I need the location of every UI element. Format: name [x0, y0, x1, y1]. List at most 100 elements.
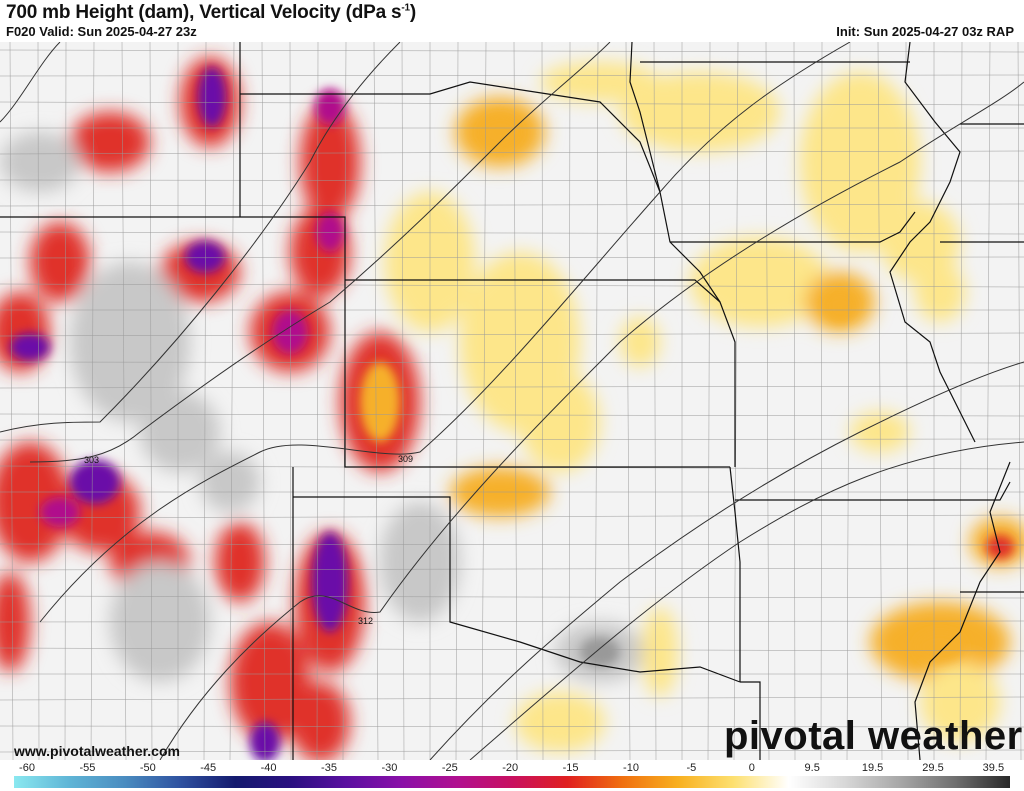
state-border	[735, 481, 1011, 501]
velocity-blob	[800, 72, 920, 252]
county-line	[289, 42, 292, 760]
velocity-blob	[30, 222, 90, 302]
velocity-field	[0, 57, 1024, 760]
velocity-blob	[690, 237, 830, 327]
velocity-blob	[215, 522, 265, 602]
colorbar-label: 9.5	[804, 762, 820, 774]
height-contour	[39, 42, 851, 623]
county-line	[793, 42, 796, 760]
county-line	[0, 725, 1024, 728]
county-line	[64, 42, 67, 760]
colorbar	[14, 776, 1010, 788]
county-line	[0, 514, 1024, 519]
colorbar-label: 19.5	[861, 762, 884, 774]
county-line	[0, 595, 1024, 599]
velocity-core	[825, 292, 855, 322]
contour-label-312: 312	[358, 616, 373, 626]
county-line	[820, 42, 823, 760]
county-line	[261, 42, 266, 760]
colorbar-label: -10	[623, 762, 639, 774]
state-border	[240, 81, 721, 303]
county-line	[0, 150, 1024, 155]
colorbar-labels: -60 -55 -50 -45 -40 -35 -30 -25 -20 -15 -10 -5 0 9.5 1…	[0, 762, 1024, 776]
velocity-core	[580, 637, 620, 667]
height-contour	[429, 361, 1024, 760]
county-line	[455, 42, 459, 760]
county-line	[316, 42, 319, 760]
velocity-field-cores	[10, 67, 1014, 760]
colorbar-label: -60	[19, 762, 35, 774]
state-border	[0, 216, 730, 468]
title-close: )	[409, 2, 417, 23]
county-line	[0, 231, 1024, 235]
velocity-core	[986, 535, 1014, 559]
velocity-blob	[642, 607, 678, 697]
county-line	[0, 74, 1024, 77]
county-line	[985, 42, 991, 760]
county-line	[0, 385, 1024, 389]
county-line	[481, 42, 487, 760]
contour-label-303: 303	[84, 455, 99, 465]
velocity-core	[198, 67, 226, 127]
init-time: Init: Sun 2025-04-27 03z RAP	[836, 24, 1014, 39]
velocity-core	[185, 241, 225, 273]
county-line	[707, 42, 711, 760]
state-border	[889, 42, 976, 443]
county-line	[594, 42, 599, 760]
state-border	[740, 681, 761, 760]
county-line	[149, 42, 153, 760]
state-border	[729, 466, 741, 682]
velocity-blob	[620, 317, 660, 367]
county-line	[0, 49, 1024, 53]
colorbar-label: -30	[381, 762, 398, 774]
colorbar-label: 0	[748, 762, 755, 774]
county-line	[0, 696, 1024, 701]
county-line	[0, 543, 1024, 546]
height-contour	[469, 441, 1024, 760]
velocity-core	[480, 116, 520, 148]
watermark-url: www.pivotalweather.com	[14, 743, 180, 759]
county-line	[9, 42, 14, 760]
county-line	[905, 42, 909, 760]
county-line	[0, 361, 1024, 364]
pivotal-weather-logo: pivotal weather	[724, 714, 1023, 758]
velocity-blob	[520, 372, 600, 472]
county-line	[0, 647, 1024, 652]
colorbar-label: -55	[79, 762, 96, 774]
state-border	[293, 496, 741, 683]
county-line	[0, 101, 1024, 106]
county-line	[121, 42, 127, 760]
velocity-blob	[0, 442, 70, 562]
valid-time: F020 Valid: Sun 2025-04-27 23z	[6, 24, 197, 39]
county-line	[203, 42, 207, 760]
contour-label-309: 309	[398, 454, 413, 464]
velocity-blob	[515, 692, 605, 752]
velocity-core	[272, 310, 308, 354]
height-contours	[0, 42, 1024, 760]
weather-map[interactable]: 303 309 312	[0, 42, 1024, 760]
velocity-blob	[70, 262, 190, 422]
county-line	[90, 42, 95, 760]
county-line	[846, 42, 851, 760]
velocity-blob	[230, 622, 310, 742]
county-line	[0, 283, 1024, 288]
county-line	[0, 332, 1024, 337]
county-line	[1017, 42, 1022, 760]
velocity-blob	[290, 682, 350, 760]
height-contour	[29, 42, 611, 463]
title-text: 700 mb Height (dam), Vertical Velocity (…	[6, 2, 402, 23]
county-line	[229, 42, 235, 760]
velocity-core	[915, 631, 965, 663]
height-contour	[0, 42, 61, 123]
county-line	[541, 42, 544, 760]
velocity-core	[40, 497, 80, 527]
colorbar-label: 29.5	[922, 762, 944, 774]
county-line	[877, 42, 883, 760]
colorbar-label: -5	[686, 762, 697, 774]
colorbar-label: -35	[321, 762, 337, 774]
county-line	[0, 567, 1024, 571]
county-grid	[0, 42, 1024, 760]
state-border	[629, 42, 661, 193]
colorbar-label: -45	[200, 762, 217, 774]
map-title: 700 mb Height (dam), Vertical Velocity (…	[6, 2, 416, 24]
